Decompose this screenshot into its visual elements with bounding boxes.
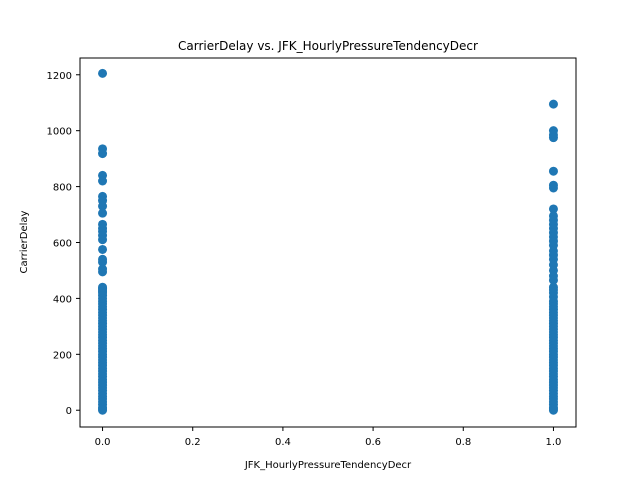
y-tick-label: 1200 [47,71,72,82]
data-point [548,166,558,176]
data-point [98,201,108,211]
data-point [548,133,558,143]
data-point [548,275,558,285]
chart-title: CarrierDelay vs. JFK_HourlyPressureTende… [178,39,478,53]
x-tick-label: 0.8 [455,437,471,448]
y-tick-label: 600 [53,239,72,250]
data-point [98,244,108,254]
x-tick-label: 0.2 [185,437,201,448]
data-point [98,68,108,78]
data-point [548,183,558,193]
x-tick-label: 1.0 [546,437,562,448]
data-point [548,405,558,415]
plot-frame [79,57,577,428]
data-point [98,267,108,277]
data-point [548,99,558,109]
x-axis-label: JFK_HourlyPressureTendencyDecr [244,460,412,471]
x-tick-label: 0.0 [95,437,111,448]
data-point [98,176,108,186]
x-axis: 0.0 0.2 0.4 0.6 0.8 1.0 [95,427,562,448]
x-tick-label: 0.4 [275,437,291,448]
data-point [98,208,108,218]
y-tick-label: 400 [53,294,72,305]
points-layer [98,68,558,415]
data-point [98,257,108,267]
y-tick-label: 1000 [47,127,72,138]
data-point [98,149,108,159]
y-tick-label: 200 [53,350,72,361]
data-point [548,204,558,214]
y-axis-label: CarrierDelay [19,210,30,273]
x-tick-label: 0.6 [365,437,381,448]
data-point [98,405,108,415]
data-point [98,235,108,245]
y-tick-label: 800 [53,183,72,194]
y-tick-label: 0 [66,406,72,417]
y-axis: 0 200 400 600 800 1000 1200 [47,71,80,417]
